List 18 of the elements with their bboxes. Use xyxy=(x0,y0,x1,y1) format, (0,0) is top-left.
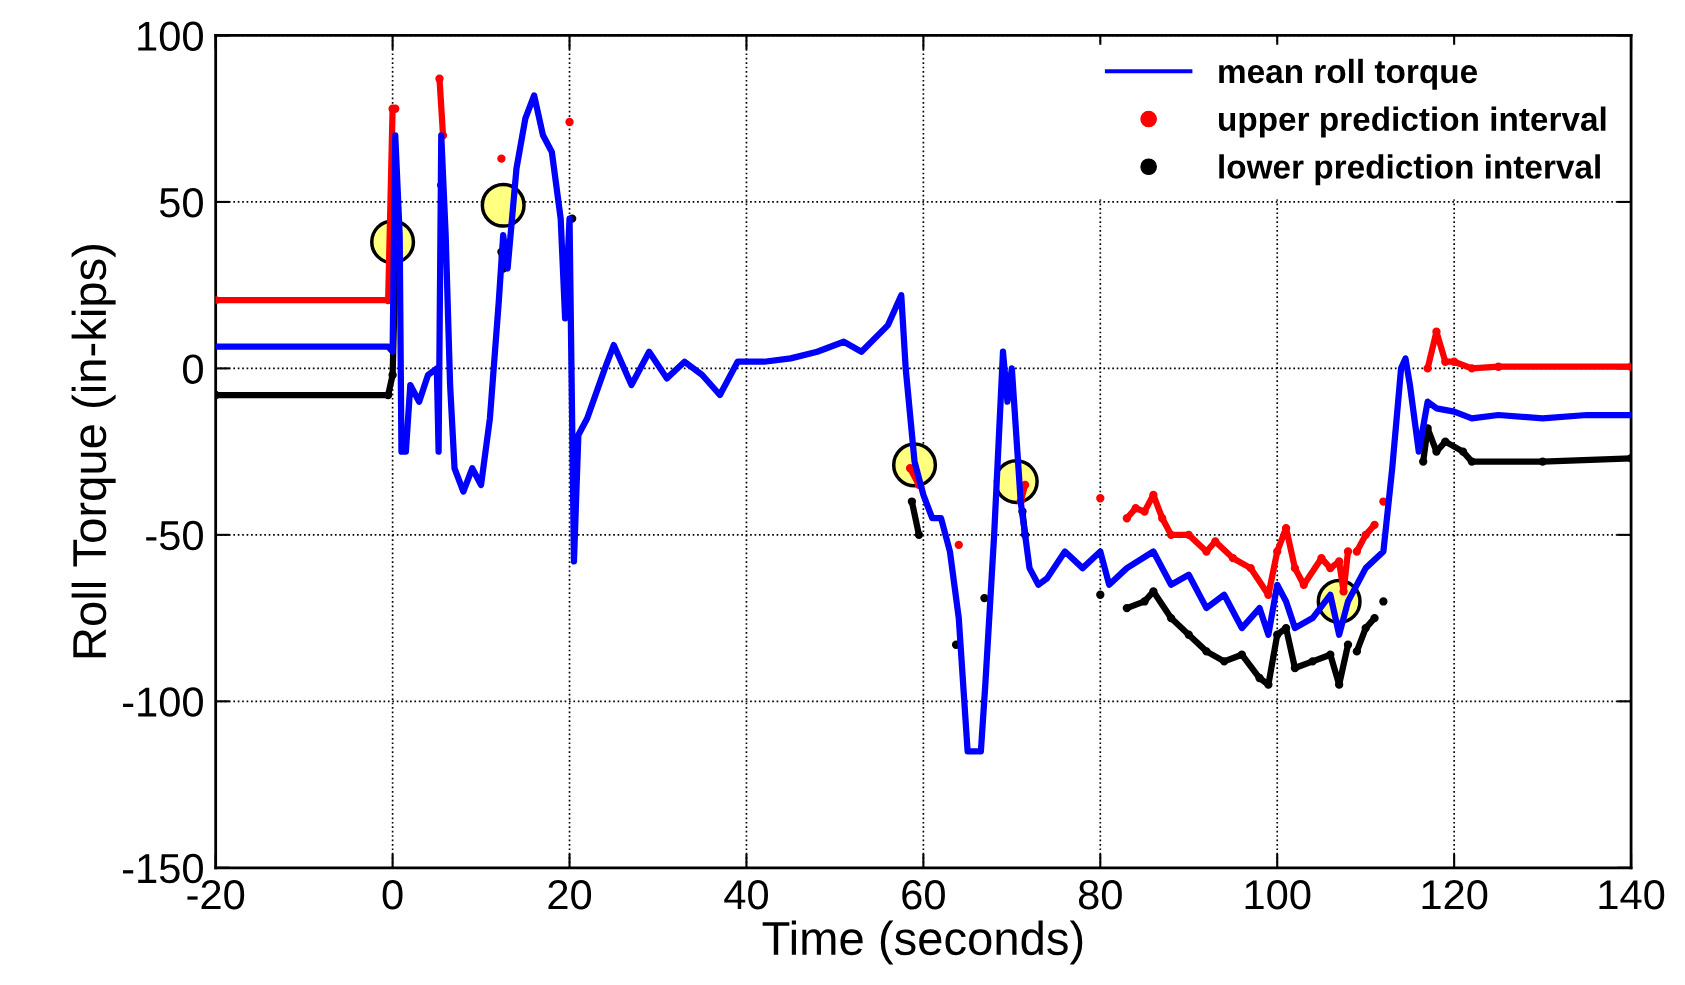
legend-label: upper prediction interval xyxy=(1219,106,1606,138)
y-tick-label: 100 xyxy=(138,21,203,51)
x-tick-label: 100 xyxy=(1245,880,1311,910)
x-tick-label: 140 xyxy=(1599,880,1665,910)
legend-label: lower prediction interval xyxy=(1219,154,1600,186)
y-tick-label: 0 xyxy=(183,354,203,384)
x-tick-label: 60 xyxy=(902,880,945,910)
x-tick-label: 120 xyxy=(1422,880,1488,910)
x-axis-title: Time (seconds) xyxy=(762,920,1083,965)
x-tick-label: 80 xyxy=(1078,880,1122,910)
y-tick-label: 50 xyxy=(159,187,203,218)
x-tick-label: 20 xyxy=(548,880,592,910)
legend-label: mean roll torque xyxy=(1219,58,1477,90)
y-tick-label: -100 xyxy=(123,687,203,717)
x-tick-label: 40 xyxy=(724,880,768,910)
y-axis-title: Roll Torque (in-kips) xyxy=(71,245,116,658)
y-tick-label: -50 xyxy=(146,520,203,551)
x-tick-label: 0 xyxy=(382,880,403,910)
